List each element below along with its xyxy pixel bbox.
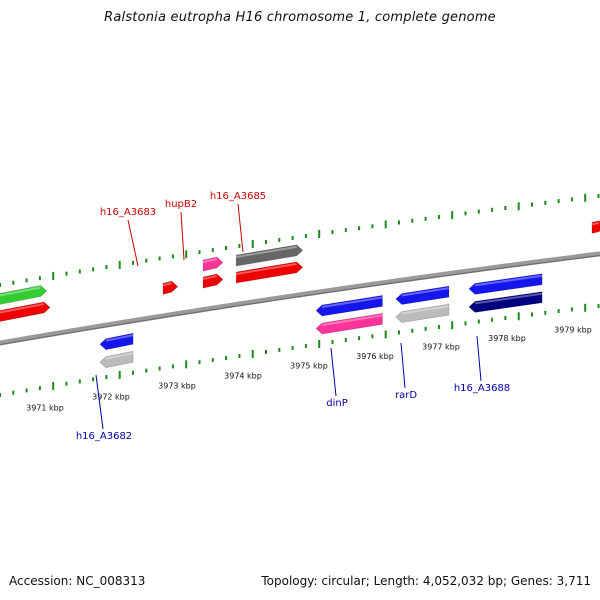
scale-label: 3971 kbp (26, 403, 64, 412)
gene-label-bottom: h16_A3688 (454, 383, 510, 394)
gene-arrow (235, 244, 304, 267)
gene-label-bottom: rarD (395, 390, 417, 401)
gene-arrow (395, 285, 450, 305)
gene-highlight (474, 274, 543, 287)
gene-highlight (321, 314, 383, 326)
gene-arrow (468, 273, 543, 295)
genome-summary-text: Topology: circular; Length: 4,052,032 bp… (261, 574, 591, 588)
gene-highlight (401, 287, 450, 297)
gene-highlight (162, 282, 172, 287)
gene-arrow (202, 256, 224, 272)
gene-highlight (236, 262, 297, 275)
gene-body (468, 291, 543, 313)
scale-label: 3979 kbp (554, 325, 592, 334)
gene-highlight (236, 245, 297, 258)
scale-label: 3972 kbp (92, 392, 130, 401)
gene-arrow (395, 303, 450, 323)
gene-label-top: h16_A3683 (100, 207, 156, 218)
callout-line (237, 203, 244, 253)
gene-arrow (99, 332, 134, 351)
tick-marks (0, 193, 600, 397)
gene-highlight (401, 305, 450, 315)
callout-line (476, 335, 482, 382)
gene-label-bottom: h16_A3682 (76, 431, 132, 442)
gene-arrow (0, 285, 48, 305)
gene-label-top: h16_A3685 (210, 191, 266, 202)
gene-label-top: hupB2 (165, 199, 197, 210)
gene-body (395, 303, 450, 323)
gene-arrow (591, 220, 600, 234)
scale-label: 3973 kbp (158, 382, 196, 391)
gene-body (162, 280, 179, 295)
gene-highlight (105, 352, 134, 360)
gene-features (0, 220, 600, 369)
scale-label: 3977 kbp (422, 343, 460, 352)
gene-body (202, 256, 224, 272)
gene-arrow (235, 261, 304, 284)
gene-body (315, 313, 383, 335)
scale-labels: 3971 kbp 3972 kbp 3973 kbp 3974 kbp 3975 kbp… (26, 325, 592, 412)
gene-arrow (315, 295, 383, 317)
gene-highlight (202, 275, 218, 281)
gene-highlight (474, 292, 543, 305)
gene-body (99, 350, 134, 369)
gene-body (0, 285, 48, 305)
callout-line (127, 219, 139, 267)
gene-arrow (202, 273, 224, 289)
gene-highlight (0, 303, 45, 314)
chromosome-backbone (0, 251, 600, 346)
gene-body (235, 244, 304, 267)
gene-highlight (321, 296, 383, 308)
gene-body (202, 273, 224, 289)
gene-highlight (591, 221, 600, 226)
gene-body (315, 295, 383, 317)
scale-label: 3978 kbp (488, 334, 526, 343)
gene-body (99, 332, 134, 351)
gene-label-bottom: dinP (326, 398, 348, 409)
gene-arrow (315, 313, 383, 335)
accession-text: Accession: NC_008313 (9, 574, 146, 588)
gene-arrow (99, 350, 134, 369)
gene-body (591, 220, 600, 234)
map-title: Ralstonia eutropha H16 chromosome 1, com… (104, 10, 496, 25)
callout-line (400, 342, 406, 389)
gene-callouts: h16_A3683 hupB2 h16_A3685 h16_A3682 dinP rarD… (76, 191, 510, 442)
scale-label: 3976 kbp (356, 352, 394, 361)
gene-highlight (202, 258, 218, 264)
scale-label: 3974 kbp (224, 371, 262, 380)
gene-arrow (468, 291, 543, 313)
callout-line (330, 347, 337, 397)
gene-body (235, 261, 304, 284)
gene-arrow (162, 280, 179, 295)
gene-highlight (105, 334, 134, 342)
backbone-shadow (0, 255, 600, 346)
callout-line (95, 374, 104, 430)
gene-body (0, 301, 51, 322)
callout-line (180, 211, 185, 261)
scale-label: 3975 kbp (290, 362, 328, 371)
gene-arrow (0, 301, 51, 322)
gene-highlight (0, 286, 41, 297)
gene-body (395, 285, 450, 305)
gene-body (468, 273, 543, 295)
backbone-line (0, 251, 600, 346)
